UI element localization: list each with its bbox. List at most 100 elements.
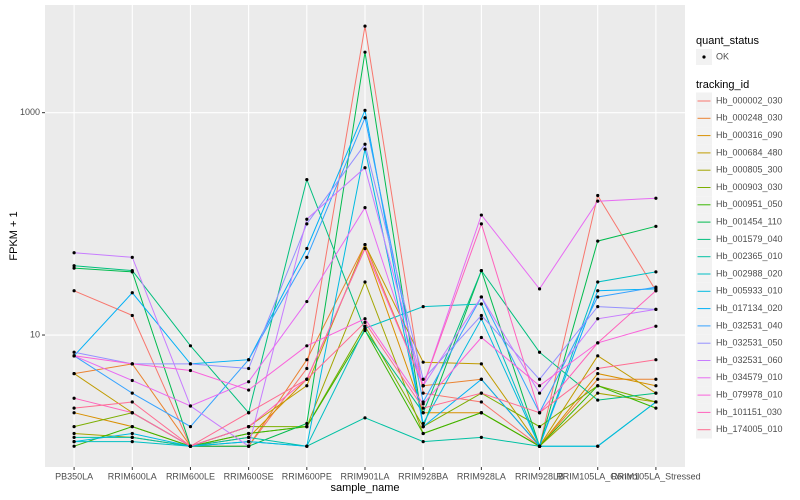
point xyxy=(305,178,309,182)
point xyxy=(305,377,309,381)
legend-label: Hb_032531_040 xyxy=(716,320,783,330)
legend-label: Hb_032531_050 xyxy=(716,338,783,348)
point xyxy=(421,360,425,364)
legend-label: Hb_034579_010 xyxy=(716,372,783,382)
point xyxy=(72,289,76,293)
point xyxy=(247,435,251,439)
point xyxy=(247,380,251,384)
point xyxy=(596,341,600,345)
point xyxy=(421,391,425,395)
legend-label: Hb_000903_030 xyxy=(716,182,783,192)
point xyxy=(305,246,309,251)
point-legend-title: quant_status xyxy=(696,35,759,47)
point xyxy=(596,280,600,284)
point xyxy=(130,439,134,444)
point xyxy=(479,335,483,340)
point xyxy=(305,366,309,371)
point xyxy=(363,320,367,324)
point xyxy=(247,425,251,429)
legend-label: Hb_000248_030 xyxy=(716,113,783,123)
point xyxy=(537,444,542,448)
point xyxy=(72,266,76,270)
point xyxy=(654,377,658,381)
point xyxy=(363,317,367,321)
point xyxy=(305,222,309,226)
x-tick-label: RRIM600LA xyxy=(108,471,157,481)
point xyxy=(130,362,134,366)
point xyxy=(305,299,309,304)
point xyxy=(247,411,251,415)
legend-label: Hb_079978_010 xyxy=(716,389,783,399)
x-tick-label: RRIM600LE xyxy=(166,471,215,481)
legend-point xyxy=(702,55,706,59)
point xyxy=(363,147,367,151)
point xyxy=(596,239,600,243)
x-tick-label: RRIM928LB xyxy=(515,471,564,481)
point xyxy=(537,287,542,291)
point xyxy=(421,384,425,388)
point xyxy=(130,255,134,259)
point xyxy=(479,295,483,299)
point xyxy=(188,404,193,408)
point xyxy=(421,425,425,429)
point xyxy=(537,411,542,415)
point xyxy=(305,425,309,429)
point xyxy=(305,421,309,426)
x-tick-label: RRIM901LA xyxy=(340,471,389,481)
legend-label: Hb_000002_030 xyxy=(716,95,783,105)
point xyxy=(305,358,309,362)
point xyxy=(654,324,658,328)
point xyxy=(72,439,76,444)
point xyxy=(130,431,134,436)
point xyxy=(596,391,600,395)
point xyxy=(247,358,251,362)
legend-label: Hb_000805_300 xyxy=(716,165,783,175)
point xyxy=(130,268,134,273)
y-tick-label: 10 xyxy=(30,329,40,339)
point xyxy=(654,196,658,200)
point xyxy=(654,406,658,410)
point xyxy=(305,384,309,388)
point xyxy=(654,224,658,228)
point xyxy=(72,425,76,429)
point xyxy=(247,444,251,448)
point xyxy=(421,377,425,381)
point xyxy=(596,371,600,376)
point xyxy=(363,142,367,146)
legend-label: Hb_000684_480 xyxy=(716,147,783,157)
point xyxy=(421,406,425,410)
legend-label: Hb_002365_010 xyxy=(716,251,783,261)
point xyxy=(654,400,658,404)
point xyxy=(247,431,251,436)
point xyxy=(72,354,76,358)
legend-label: Hb_002988_020 xyxy=(716,268,783,278)
point xyxy=(188,425,193,429)
point xyxy=(72,350,76,354)
point xyxy=(596,199,600,203)
point xyxy=(363,246,367,251)
point xyxy=(72,251,76,255)
point xyxy=(479,435,483,439)
legend-label: Hb_000316_090 xyxy=(716,130,783,140)
point xyxy=(596,317,600,321)
point xyxy=(188,344,193,348)
legend-label: Hb_032531_060 xyxy=(716,355,783,365)
point xyxy=(247,366,251,371)
point xyxy=(479,222,483,226)
x-tick-label: PB350LA xyxy=(55,471,93,481)
point xyxy=(654,289,658,293)
y-axis-title: FPKM + 1 xyxy=(8,211,20,260)
point xyxy=(596,366,600,371)
point xyxy=(479,362,483,366)
point xyxy=(72,396,76,400)
point xyxy=(72,371,76,376)
legend-label: Hb_001454_110 xyxy=(716,216,782,226)
point xyxy=(479,377,483,381)
point xyxy=(596,398,600,402)
point xyxy=(421,421,425,426)
point xyxy=(130,313,134,318)
point xyxy=(305,255,309,259)
point xyxy=(421,431,425,436)
point xyxy=(130,391,134,395)
point xyxy=(421,305,425,309)
